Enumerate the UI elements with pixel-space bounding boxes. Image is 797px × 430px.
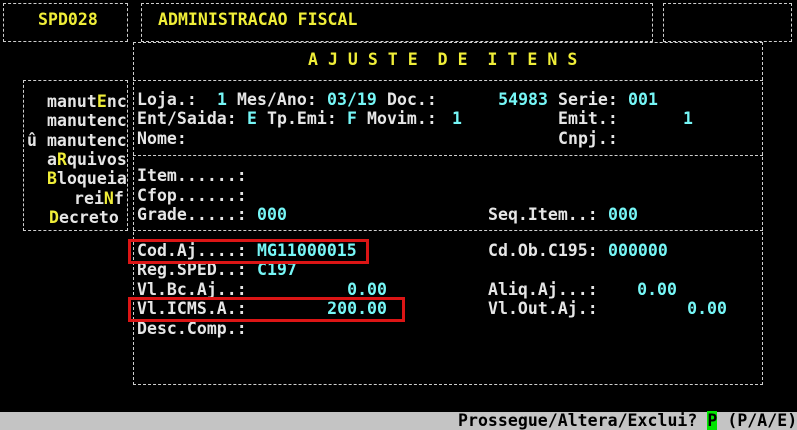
- field-label-cod-aj: Cod.Aj....:: [137, 241, 247, 260]
- program-code-box: [3, 3, 128, 42]
- empty-top-box: [663, 3, 792, 42]
- menu-item-hotkey: N: [103, 189, 114, 208]
- field-value-loja[interactable]: 1: [217, 90, 227, 109]
- menu-item-hotkey: E: [96, 92, 107, 111]
- field-label-vl-out-aj: Vl.Out.Aj.:: [488, 299, 598, 318]
- menu-item-hotkey: R: [56, 150, 67, 169]
- menu-item-hotkey: D: [49, 208, 59, 227]
- field-value-seq-item[interactable]: 000: [608, 205, 638, 224]
- menu-item-label: manut: [47, 92, 97, 111]
- field-label-aliq-aj: Aliq.Aj...:: [488, 280, 598, 299]
- menu-item-label: quivos: [66, 150, 127, 169]
- field-label-reg-sped: Reg.SPED..:: [137, 260, 247, 279]
- dialog-title-separator: [133, 80, 763, 81]
- field-value-grade[interactable]: 000: [257, 205, 287, 224]
- field-label-mes-ano: Mes/Ano:: [237, 90, 317, 109]
- menu-item-manutenc-2[interactable]: manutenc: [47, 111, 127, 130]
- menu-item-reinf[interactable]: reiNf: [74, 189, 124, 208]
- field-label-doc: Doc.:: [387, 90, 437, 109]
- field-value-cod-aj[interactable]: MG11000015: [257, 241, 357, 260]
- menu-item-label: ecreto: [58, 208, 119, 227]
- field-label-emit: Emit.:: [558, 109, 618, 128]
- field-value-tp-emi[interactable]: F: [347, 109, 357, 128]
- field-label-desc-comp: Desc.Comp.:: [137, 319, 247, 338]
- dialog-title: A J U S T E D E I T E N S: [308, 50, 578, 69]
- field-value-aliq-aj[interactable]: 0.00: [637, 280, 677, 299]
- field-label-cd-ob-c195: Cd.Ob.C195:: [488, 241, 598, 260]
- menu-item-manutenc[interactable]: manutEnc: [47, 92, 127, 111]
- menu-item-label: a: [47, 150, 57, 169]
- status-current-option[interactable]: P: [707, 411, 718, 430]
- status-options: (P/A/E): [727, 411, 797, 430]
- menu-item-arquivos[interactable]: aRquivos: [47, 150, 127, 169]
- field-label-seq-item: Seq.Item..:: [488, 205, 598, 224]
- field-value-emit[interactable]: 1: [683, 109, 693, 128]
- field-value-reg-sped[interactable]: C197: [257, 260, 297, 279]
- status-bar: [0, 412, 797, 430]
- app-title: ADMINISTRACAO FISCAL: [158, 10, 358, 29]
- dialog-separator-1: [133, 155, 763, 156]
- field-label-serie: Serie:: [558, 90, 618, 109]
- dialog-separator-2: [133, 230, 763, 231]
- field-value-movim[interactable]: 1: [452, 109, 462, 128]
- app-title-box: [141, 3, 653, 42]
- field-label-grade: Grade.....:: [137, 205, 247, 224]
- menu-item-decreto[interactable]: Decreto: [49, 208, 119, 227]
- field-value-vl-bc-aj[interactable]: 0.00: [347, 280, 387, 299]
- highlight-box-vl-icms: [128, 297, 405, 322]
- highlight-box-cod-aj: [128, 239, 369, 264]
- menu-item-label: manutenc: [47, 111, 127, 130]
- field-value-cd-ob-c195[interactable]: 000000: [608, 241, 668, 260]
- field-value-doc[interactable]: 54983: [498, 90, 548, 109]
- field-label-vl-icms-a: Vl.ICMS.A.:: [137, 299, 247, 318]
- field-value-ent-saida[interactable]: E: [247, 109, 257, 128]
- menu-item-label: f: [113, 189, 124, 208]
- dialog-ajuste-de-itens: [133, 42, 763, 385]
- menu-panel: [23, 80, 128, 231]
- menu-item-label: rei: [74, 189, 104, 208]
- program-code: SPD028: [38, 10, 98, 29]
- menu-item-hotkey: B: [47, 169, 57, 188]
- field-label-item: Item......:: [137, 166, 247, 185]
- field-label-cnpj: Cnpj.:: [558, 129, 618, 148]
- field-label-tp-emi: Tp.Emi:: [267, 109, 337, 128]
- field-label-ent-saida: Ent/Saida:: [137, 109, 237, 128]
- status-prompt: Prossegue/Altera/Exclui?: [458, 411, 698, 430]
- field-label-cfop: Cfop......:: [137, 186, 247, 205]
- menu-item-label: loqueia: [56, 169, 127, 188]
- menu-item-label: nc: [106, 92, 127, 111]
- field-label-loja: Loja.:: [137, 90, 197, 109]
- field-value-vl-icms-a[interactable]: 200.00: [327, 299, 387, 318]
- field-value-mes-ano[interactable]: 03/19: [327, 90, 377, 109]
- menu-item-manutenc-3[interactable]: û manutenc: [27, 131, 127, 150]
- menu-item-label: û manutenc: [27, 131, 127, 150]
- field-value-vl-out-aj[interactable]: 0.00: [687, 299, 727, 318]
- status-prompt-line: Prossegue/Altera/Exclui? P (P/A/E): [458, 411, 797, 430]
- field-value-serie[interactable]: 001: [628, 90, 658, 109]
- field-label-nome: Nome:: [137, 129, 187, 148]
- menu-item-bloqueia[interactable]: Bloqueia: [47, 169, 127, 188]
- field-label-vl-bc-aj: Vl.Bc.Aj..:: [137, 280, 247, 299]
- field-label-movim: Movim.:: [367, 109, 437, 128]
